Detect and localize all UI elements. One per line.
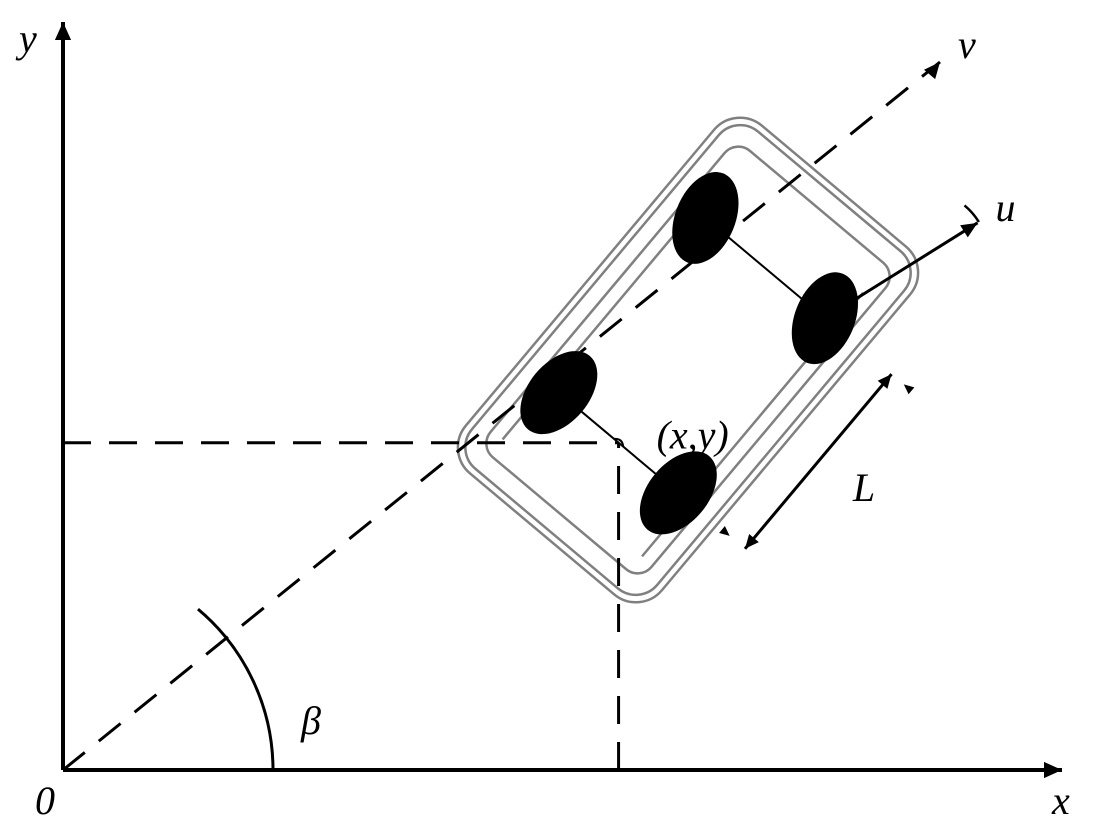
svg-text:v: v: [958, 22, 976, 67]
L-measure: L: [719, 374, 914, 549]
svg-text:0: 0: [35, 778, 55, 823]
svg-text:β: β: [300, 698, 321, 743]
beta-arc: [198, 609, 273, 770]
svg-text:u: u: [996, 185, 1016, 230]
wheel: [505, 337, 613, 449]
svg-text:y: y: [15, 16, 37, 61]
svg-text:(x,y): (x,y): [657, 413, 729, 458]
vehicle: [444, 104, 932, 616]
svg-text:L: L: [852, 465, 875, 510]
svg-text:x: x: [1051, 778, 1070, 823]
